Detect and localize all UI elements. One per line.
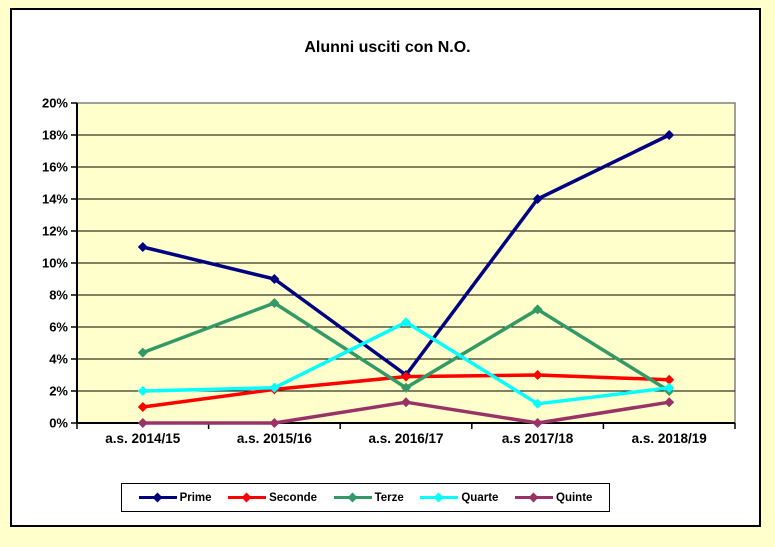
y-axis-label: 8% bbox=[49, 288, 68, 303]
legend-label-quarte: Quarte bbox=[461, 491, 499, 504]
data-point-seconde bbox=[401, 371, 411, 382]
x-axis-label: a.s. 2016/17 bbox=[368, 431, 443, 446]
x-axis-label: a.s. 2018/19 bbox=[632, 431, 707, 446]
diamond-marker-icon bbox=[347, 492, 358, 503]
data-point-quarte bbox=[137, 386, 148, 396]
legend-item-seconde: Seconde bbox=[228, 492, 317, 504]
legend-marker-prime bbox=[138, 492, 177, 503]
diamond-marker-icon bbox=[528, 492, 539, 503]
legend-label-seconde: Seconde bbox=[269, 491, 318, 504]
legend-item-quinte: Quinte bbox=[515, 492, 592, 504]
data-point-prime bbox=[269, 274, 280, 284]
data-point-seconde bbox=[532, 370, 543, 380]
data-point-terze bbox=[532, 304, 543, 315]
legend-marker-quinte bbox=[515, 492, 553, 503]
data-point-quinte bbox=[401, 397, 411, 408]
data-point-quarte bbox=[532, 398, 543, 409]
legend-marker-terze bbox=[333, 492, 372, 503]
y-axis-label: 10% bbox=[42, 256, 68, 271]
diamond-marker-icon bbox=[241, 492, 252, 503]
data-point-quarte bbox=[269, 382, 280, 393]
y-axis-label: 4% bbox=[49, 352, 68, 367]
legend: Prime Seconde Terze Quarte Quinte bbox=[121, 483, 610, 512]
data-point-terze bbox=[137, 347, 148, 358]
y-axis-label: 20% bbox=[42, 96, 68, 111]
legend-label-quinte: Quinte bbox=[556, 491, 593, 504]
data-point-prime bbox=[137, 242, 148, 252]
y-axis-label: 16% bbox=[42, 160, 68, 175]
legend-item-quarte: Quarte bbox=[420, 492, 498, 504]
data-point-terze bbox=[269, 298, 280, 308]
y-axis-label: 12% bbox=[42, 224, 68, 239]
y-axis-label: 18% bbox=[42, 128, 68, 143]
x-axis-label: a.s. 2015/16 bbox=[237, 431, 313, 446]
data-point-quinte bbox=[532, 418, 543, 428]
legend-marker-seconde bbox=[228, 492, 267, 503]
x-axis-label: a.s 2017/18 bbox=[502, 431, 574, 446]
data-point-quinte bbox=[269, 418, 280, 428]
data-point-prime bbox=[664, 130, 675, 140]
legend-marker-quarte bbox=[420, 492, 459, 503]
data-point-seconde bbox=[137, 402, 148, 412]
chart-title: Alunni usciti con N.O. bbox=[304, 39, 471, 56]
legend-item-terze: Terze bbox=[333, 491, 404, 504]
diamond-marker-icon bbox=[152, 492, 163, 503]
data-point-seconde bbox=[664, 374, 675, 385]
data-point-quinte bbox=[664, 397, 675, 408]
data-point-quinte bbox=[137, 418, 148, 428]
data-point-prime bbox=[532, 194, 543, 204]
legend-label-terze: Terze bbox=[374, 491, 404, 504]
y-axis-label: 6% bbox=[49, 320, 68, 335]
x-axis-label: a.s. 2014/15 bbox=[105, 431, 181, 446]
data-point-quarte bbox=[401, 317, 411, 328]
y-axis-label: 0% bbox=[49, 416, 68, 431]
data-point-terze bbox=[401, 382, 411, 393]
data-point-quarte bbox=[664, 382, 675, 393]
legend-item-prime: Prime bbox=[138, 491, 212, 504]
legend-label-prime: Prime bbox=[179, 491, 212, 504]
y-axis-label: 2% bbox=[49, 384, 68, 399]
diamond-marker-icon bbox=[433, 492, 444, 503]
y-axis-label: 14% bbox=[42, 192, 68, 207]
